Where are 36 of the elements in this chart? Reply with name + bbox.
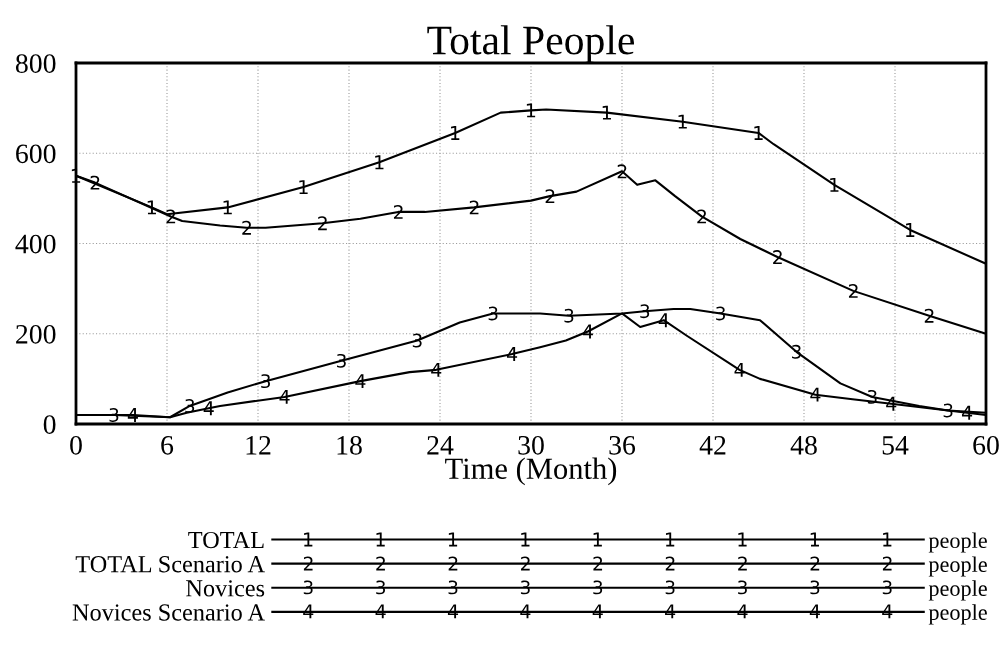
point xyxy=(203,401,214,416)
legend-label: TOTAL Scenario A xyxy=(75,556,265,573)
x-tick-label: 60 xyxy=(973,435,999,455)
point xyxy=(127,408,138,422)
text: people xyxy=(928,532,987,553)
legend-label: TOTAL xyxy=(188,531,264,549)
point xyxy=(886,396,897,411)
point xyxy=(658,313,669,328)
y-tick-label: 0 xyxy=(43,415,56,434)
legend-label: Novices xyxy=(186,580,265,597)
point xyxy=(506,347,518,361)
y-tick-label: 200 xyxy=(16,324,56,344)
x-tick-label: 54 xyxy=(882,436,909,455)
point xyxy=(279,389,290,404)
x-tick-label: 12 xyxy=(246,435,271,455)
chart-title: Total People xyxy=(427,25,634,63)
y-tick-label: 800 xyxy=(15,54,56,73)
x-axis-title: Time (Month) xyxy=(445,457,617,486)
x-tick-label: 24 xyxy=(427,435,454,455)
point xyxy=(582,324,593,339)
text: people xyxy=(928,556,987,577)
x-tick-label: 6 xyxy=(161,435,174,455)
x-tick-label: 36 xyxy=(609,435,636,455)
x-tick-label: 42 xyxy=(699,435,726,455)
point xyxy=(734,362,745,377)
x-tick-label: 48 xyxy=(790,435,817,455)
text: people xyxy=(928,604,987,625)
x-tick-label: 30 xyxy=(518,435,544,455)
x-tick-label: 18 xyxy=(337,435,362,455)
y-tick-label: 600 xyxy=(16,144,56,164)
point xyxy=(431,362,442,377)
x-tick-label: 0 xyxy=(70,435,82,455)
text: people xyxy=(928,580,987,601)
legend-label: Novices Scenario A xyxy=(72,604,265,621)
y-tick-label: 400 xyxy=(15,234,56,254)
point xyxy=(961,405,973,420)
